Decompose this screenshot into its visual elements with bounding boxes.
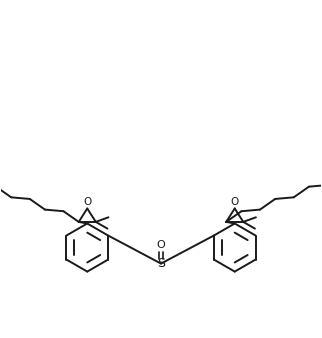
Text: O: O [231, 197, 239, 207]
Text: O: O [156, 240, 166, 250]
Text: O: O [83, 197, 91, 207]
Text: S: S [157, 257, 165, 270]
